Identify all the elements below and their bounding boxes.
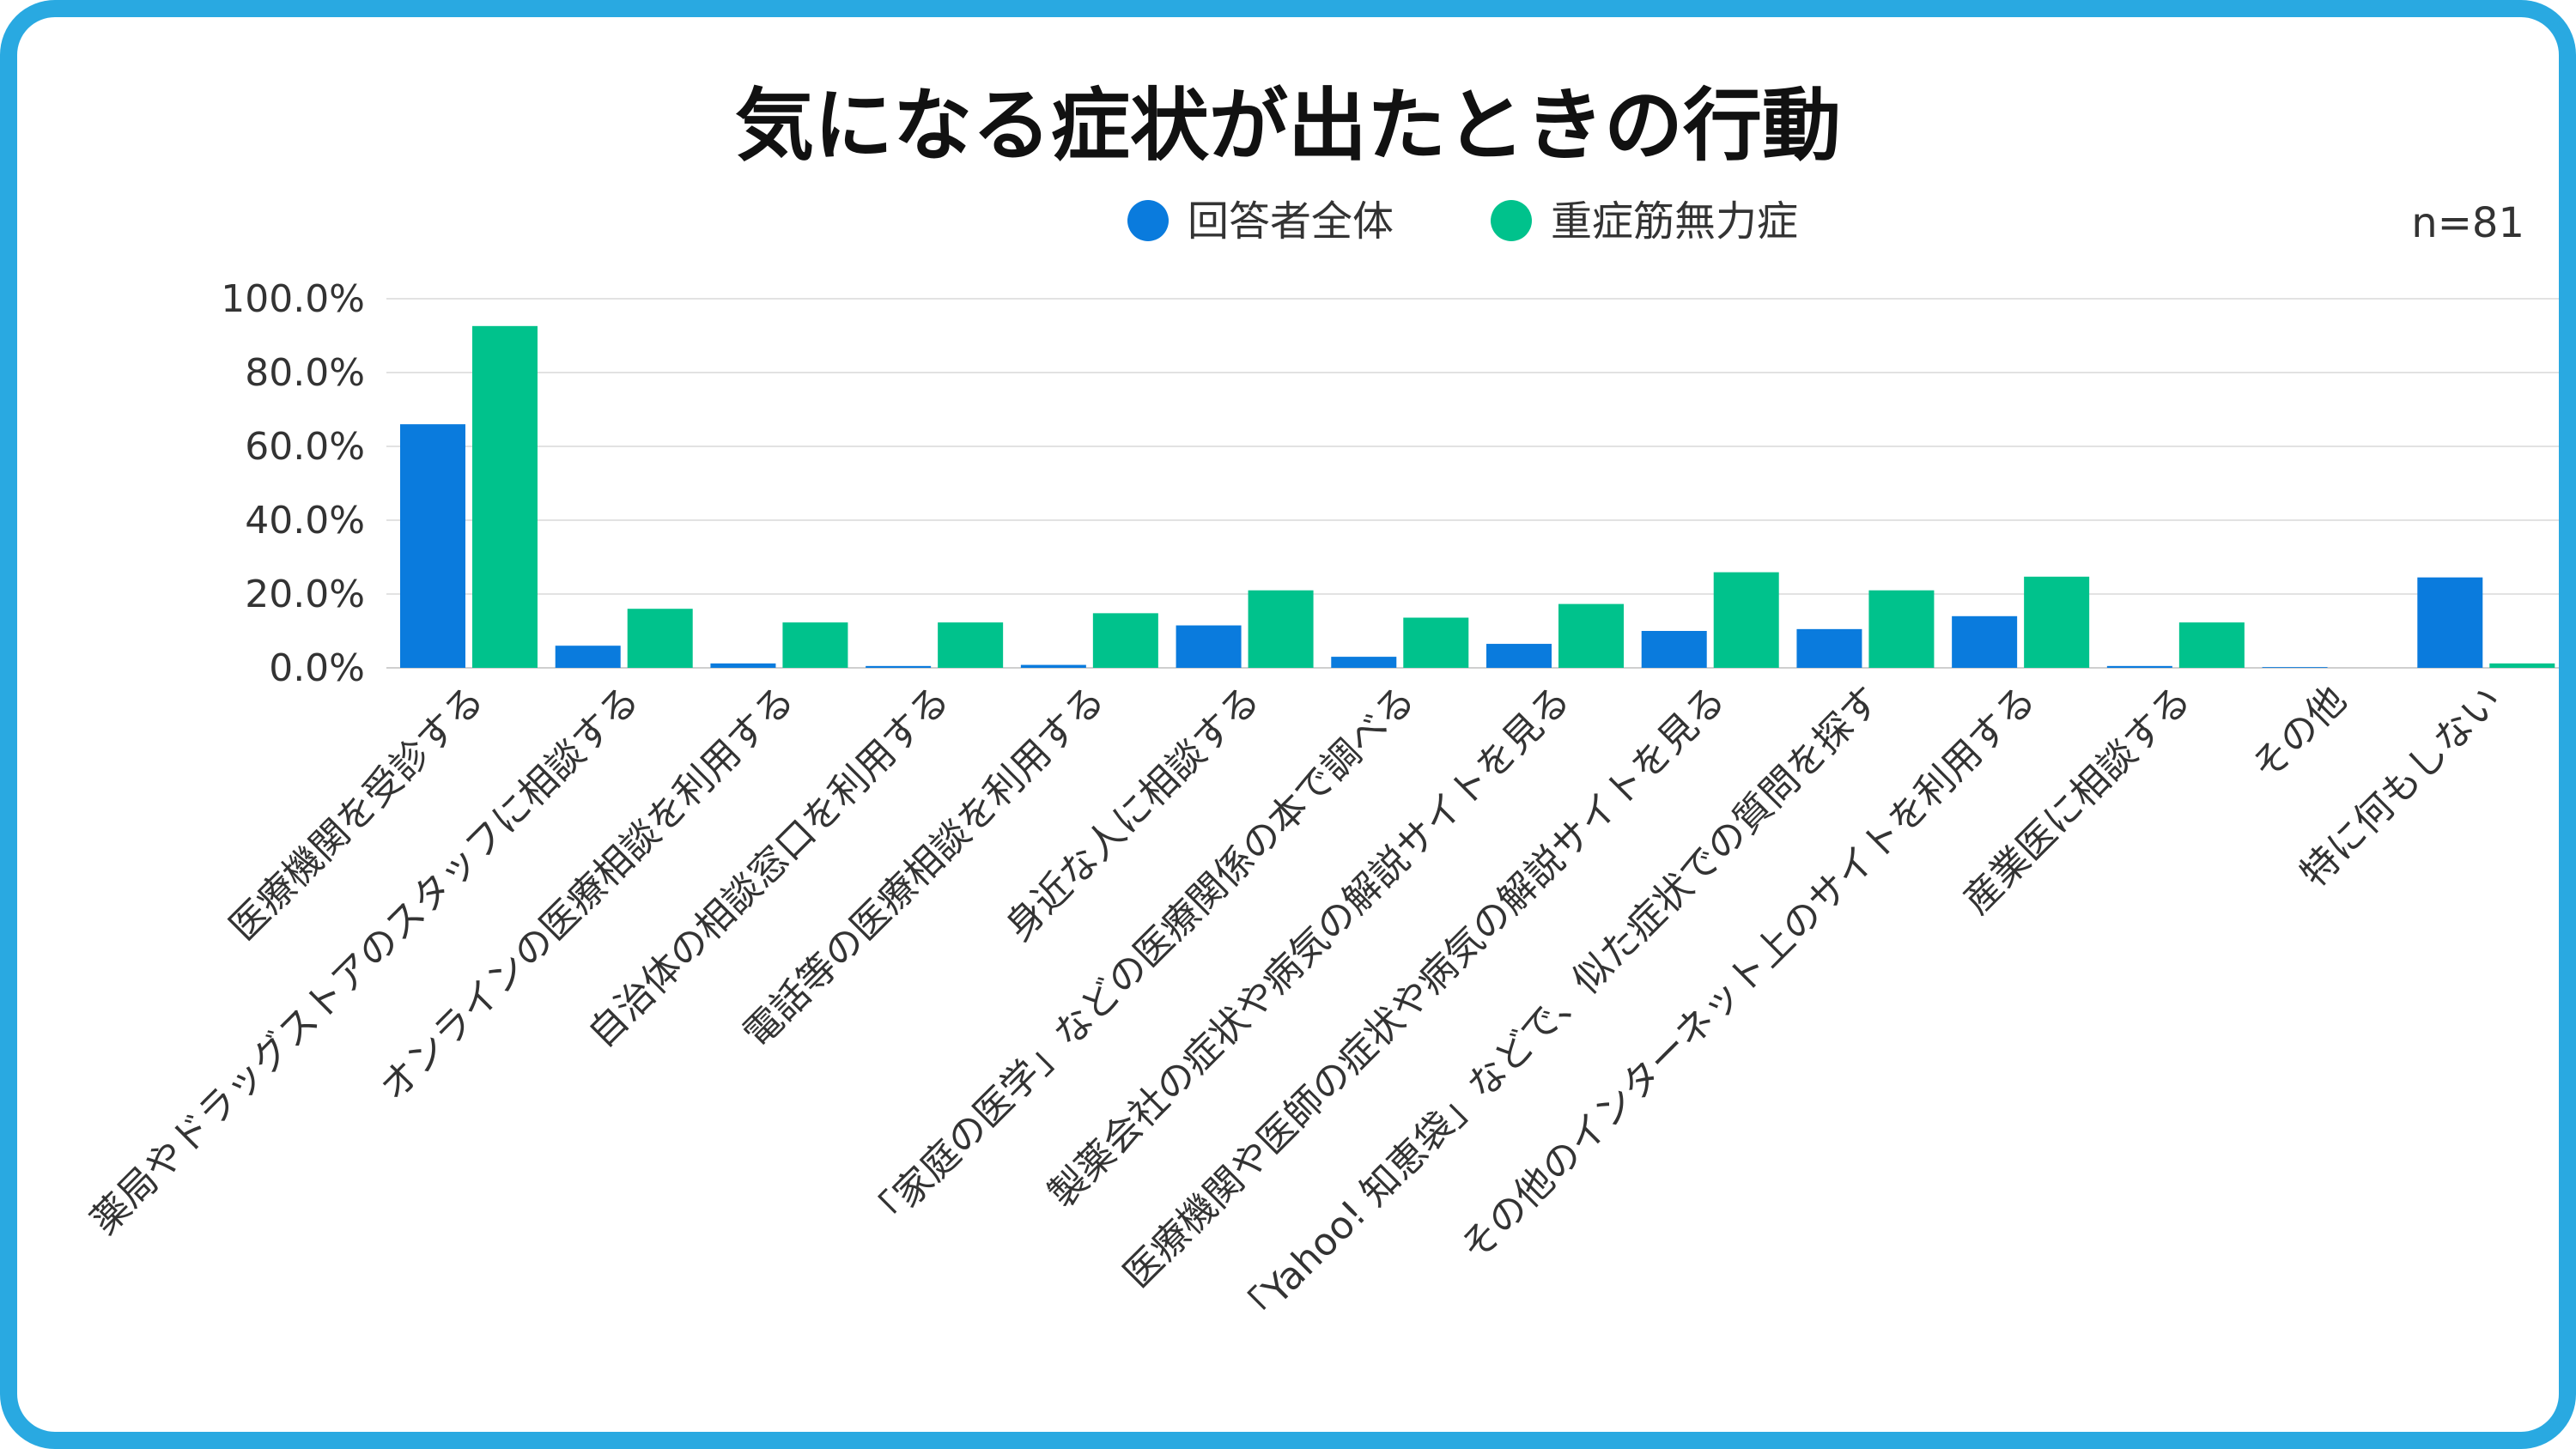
- y-tick-label: 40.0%: [245, 499, 365, 543]
- bar-mg: [2178, 622, 2245, 668]
- y-tick-label: 0.0%: [269, 646, 365, 690]
- bar-overall: [1796, 628, 1862, 668]
- legend-swatch-mg: [1491, 200, 1532, 241]
- sample-size-note: n=81: [2411, 199, 2524, 247]
- y-tick-label: 60.0%: [245, 425, 365, 469]
- x-axis-categories: 医療機関を受診する薬局やドラッグストアのスタッフに相談するオンラインの医療相談を…: [82, 678, 2510, 1339]
- bar-overall: [1952, 615, 2018, 668]
- gridlines: [386, 298, 2559, 669]
- bar-mg: [1403, 617, 1469, 668]
- bar-mg: [1558, 603, 1624, 668]
- x-category-label: 製薬会社の症状や病気の解説サイトを見る: [1041, 678, 1579, 1216]
- bar-overall: [710, 663, 776, 668]
- legend: 回答者全体 重症筋無力症: [1127, 197, 1798, 246]
- bar-overall: [1020, 664, 1086, 668]
- bar-mg: [1248, 590, 1314, 668]
- y-tick-label: 100.0%: [221, 277, 365, 321]
- bar-mg: [782, 622, 848, 668]
- legend-label-mg: 重症筋無力症: [1551, 197, 1798, 246]
- bar-overall: [400, 424, 465, 668]
- bar-mg: [2489, 663, 2555, 668]
- bar-mg: [1092, 613, 1158, 668]
- x-category-label: 「家庭の医学」などの医療関係の本で調べる: [859, 678, 1424, 1243]
- bar-mg: [1868, 590, 1935, 668]
- bar-mg: [627, 609, 693, 668]
- chart-title: 気になる症状が出たときの行動: [735, 80, 1841, 172]
- y-tick-label: 80.0%: [245, 351, 365, 395]
- x-category-label: その他: [2244, 678, 2354, 789]
- x-category-label: 医療機関を受診する: [222, 678, 493, 949]
- bar-mg: [2024, 576, 2090, 668]
- legend-swatch-overall: [1127, 200, 1169, 241]
- bar-mg: [938, 622, 1004, 668]
- bar-overall: [1331, 657, 1397, 668]
- bar-overall: [2106, 665, 2172, 668]
- y-axis-ticks: 0.0% 20.0% 40.0% 60.0% 80.0% 100.0%: [221, 277, 365, 690]
- bar-overall: [1176, 625, 1242, 668]
- legend-label-overall: 回答者全体: [1188, 197, 1394, 246]
- x-category-label: 薬局やドラッグストアのスタッフに相談する: [82, 678, 647, 1243]
- bar-overall: [555, 646, 621, 668]
- bar-overall: [1486, 644, 1552, 668]
- x-category-label: 医療機関や医師の症状や病気の解説サイトを見る: [1115, 678, 1735, 1297]
- y-tick-label: 20.0%: [245, 573, 365, 616]
- bar-mg: [1713, 572, 1779, 668]
- x-category-label: 身近な人に相談する: [997, 678, 1268, 949]
- x-category-label: その他のインターネット上のサイトを利用する: [1452, 678, 2044, 1270]
- bar-mg: [472, 325, 538, 668]
- bar-overall: [2262, 667, 2328, 668]
- bar-overall: [866, 665, 932, 668]
- bars: [400, 325, 2555, 668]
- bar-overall: [1641, 631, 1707, 668]
- bar-overall: [2417, 577, 2483, 668]
